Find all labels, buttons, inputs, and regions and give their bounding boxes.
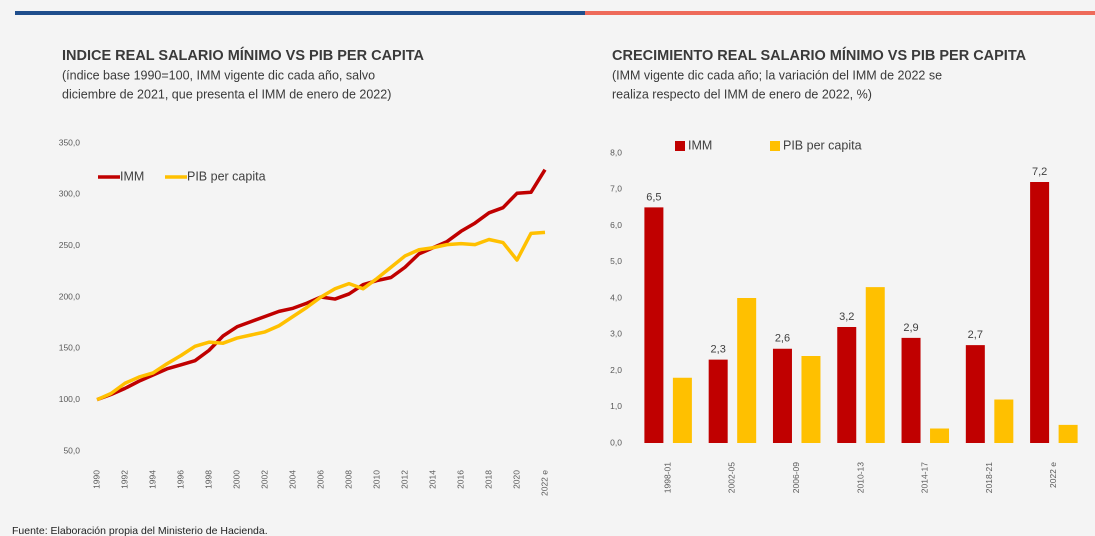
bar [1030,182,1049,443]
y-tick-label: 1,0 [610,401,622,411]
x-tick-label: 2016 [455,470,465,489]
x-tick-label: 2022 e [1048,462,1058,488]
bar [966,345,985,443]
source-note: Fuente: Elaboración propia del Ministeri… [12,525,268,536]
y-tick-label: 6,0 [610,220,622,230]
x-tick-label: 2008 [343,470,353,489]
x-tick-label: 1998 [203,470,213,489]
data-label: 6,5 [646,191,661,203]
top-bar-red [585,11,1095,15]
bar [902,338,921,443]
y-tick-label: 150,0 [59,343,81,353]
x-tick-label: 2010 [371,470,381,489]
data-label: 2,6 [775,333,790,345]
chart-title: CRECIMIENTO REAL SALARIO MÍNIMO VS PIB P… [612,47,1027,64]
top-bar-blue [15,11,585,15]
y-tick-label: 0,0 [610,437,622,447]
x-tick-label: 1994 [147,470,157,489]
bar [737,298,756,443]
bar [866,287,885,443]
y-tick-label: 8,0 [610,147,622,157]
x-tick-label: 2022 e [539,470,549,496]
bar [801,356,820,443]
bar [837,327,856,443]
chart-subtitle: (IMM vigente dic cada año; la variación … [612,68,942,82]
y-tick-label: 4,0 [610,292,622,302]
y-tick-label: 350,0 [59,137,81,147]
data-label: 2,3 [711,344,726,356]
x-tick-label: 1996 [175,470,185,489]
x-tick-label: 2018 [483,470,493,489]
x-tick-label: 2020 [511,470,521,489]
y-tick-label: 300,0 [59,189,81,199]
legend-label: PIB per capita [783,138,862,152]
y-tick-label: 2,0 [610,365,622,375]
bar [1059,425,1078,443]
chart-subtitle: diciembre de 2021, que presenta el IMM d… [62,87,391,101]
legend-swatch [675,141,685,151]
bar [709,360,728,443]
x-tick-label: 2014 [427,470,437,489]
x-tick-label: 2000 [231,470,241,489]
y-tick-label: 3,0 [610,329,622,339]
y-tick-label: 50,0 [63,445,80,455]
data-label: 7,2 [1032,166,1047,178]
page: Fuente: Elaboración propia del Ministeri… [0,0,1095,536]
legend-label: IMM [688,138,712,152]
x-tick-label: 2004 [287,470,297,489]
data-label: 3,2 [839,311,854,323]
x-tick-label: 2002 [259,470,269,489]
x-tick-label: 2006 [315,470,325,489]
legend-swatch [770,141,780,151]
y-tick-label: 5,0 [610,256,622,266]
x-tick-label: 2018-21 [984,462,994,493]
chart-title: INDICE REAL SALARIO MÍNIMO VS PIB PER CA… [62,47,425,64]
legend-label: PIB per capita [187,169,266,183]
bar [673,378,692,443]
x-tick-label: 2012 [399,470,409,489]
chart-subtitle: realiza respecto del IMM de enero de 202… [612,87,872,101]
data-label: 2,7 [968,329,983,341]
x-tick-label: 1998-01 [662,462,672,493]
x-tick-label: 2010-13 [855,462,865,493]
bar [994,400,1013,444]
x-tick-label: 2014-17 [920,462,930,493]
y-tick-label: 200,0 [59,291,81,301]
x-tick-label: 1992 [119,470,129,489]
chart-subtitle: (índice base 1990=100, IMM vigente dic c… [62,68,375,82]
y-tick-label: 7,0 [610,184,622,194]
legend-label: IMM [120,169,144,183]
x-tick-label: 2002-05 [727,462,737,493]
y-tick-label: 100,0 [59,394,81,404]
x-tick-label: 2006-09 [791,462,801,493]
x-tick-label: 1990 [91,470,101,489]
bar [773,349,792,443]
y-tick-label: 250,0 [59,240,81,250]
bar [930,429,949,444]
data-label: 2,9 [903,322,918,334]
line [97,232,545,399]
bar [644,207,663,443]
